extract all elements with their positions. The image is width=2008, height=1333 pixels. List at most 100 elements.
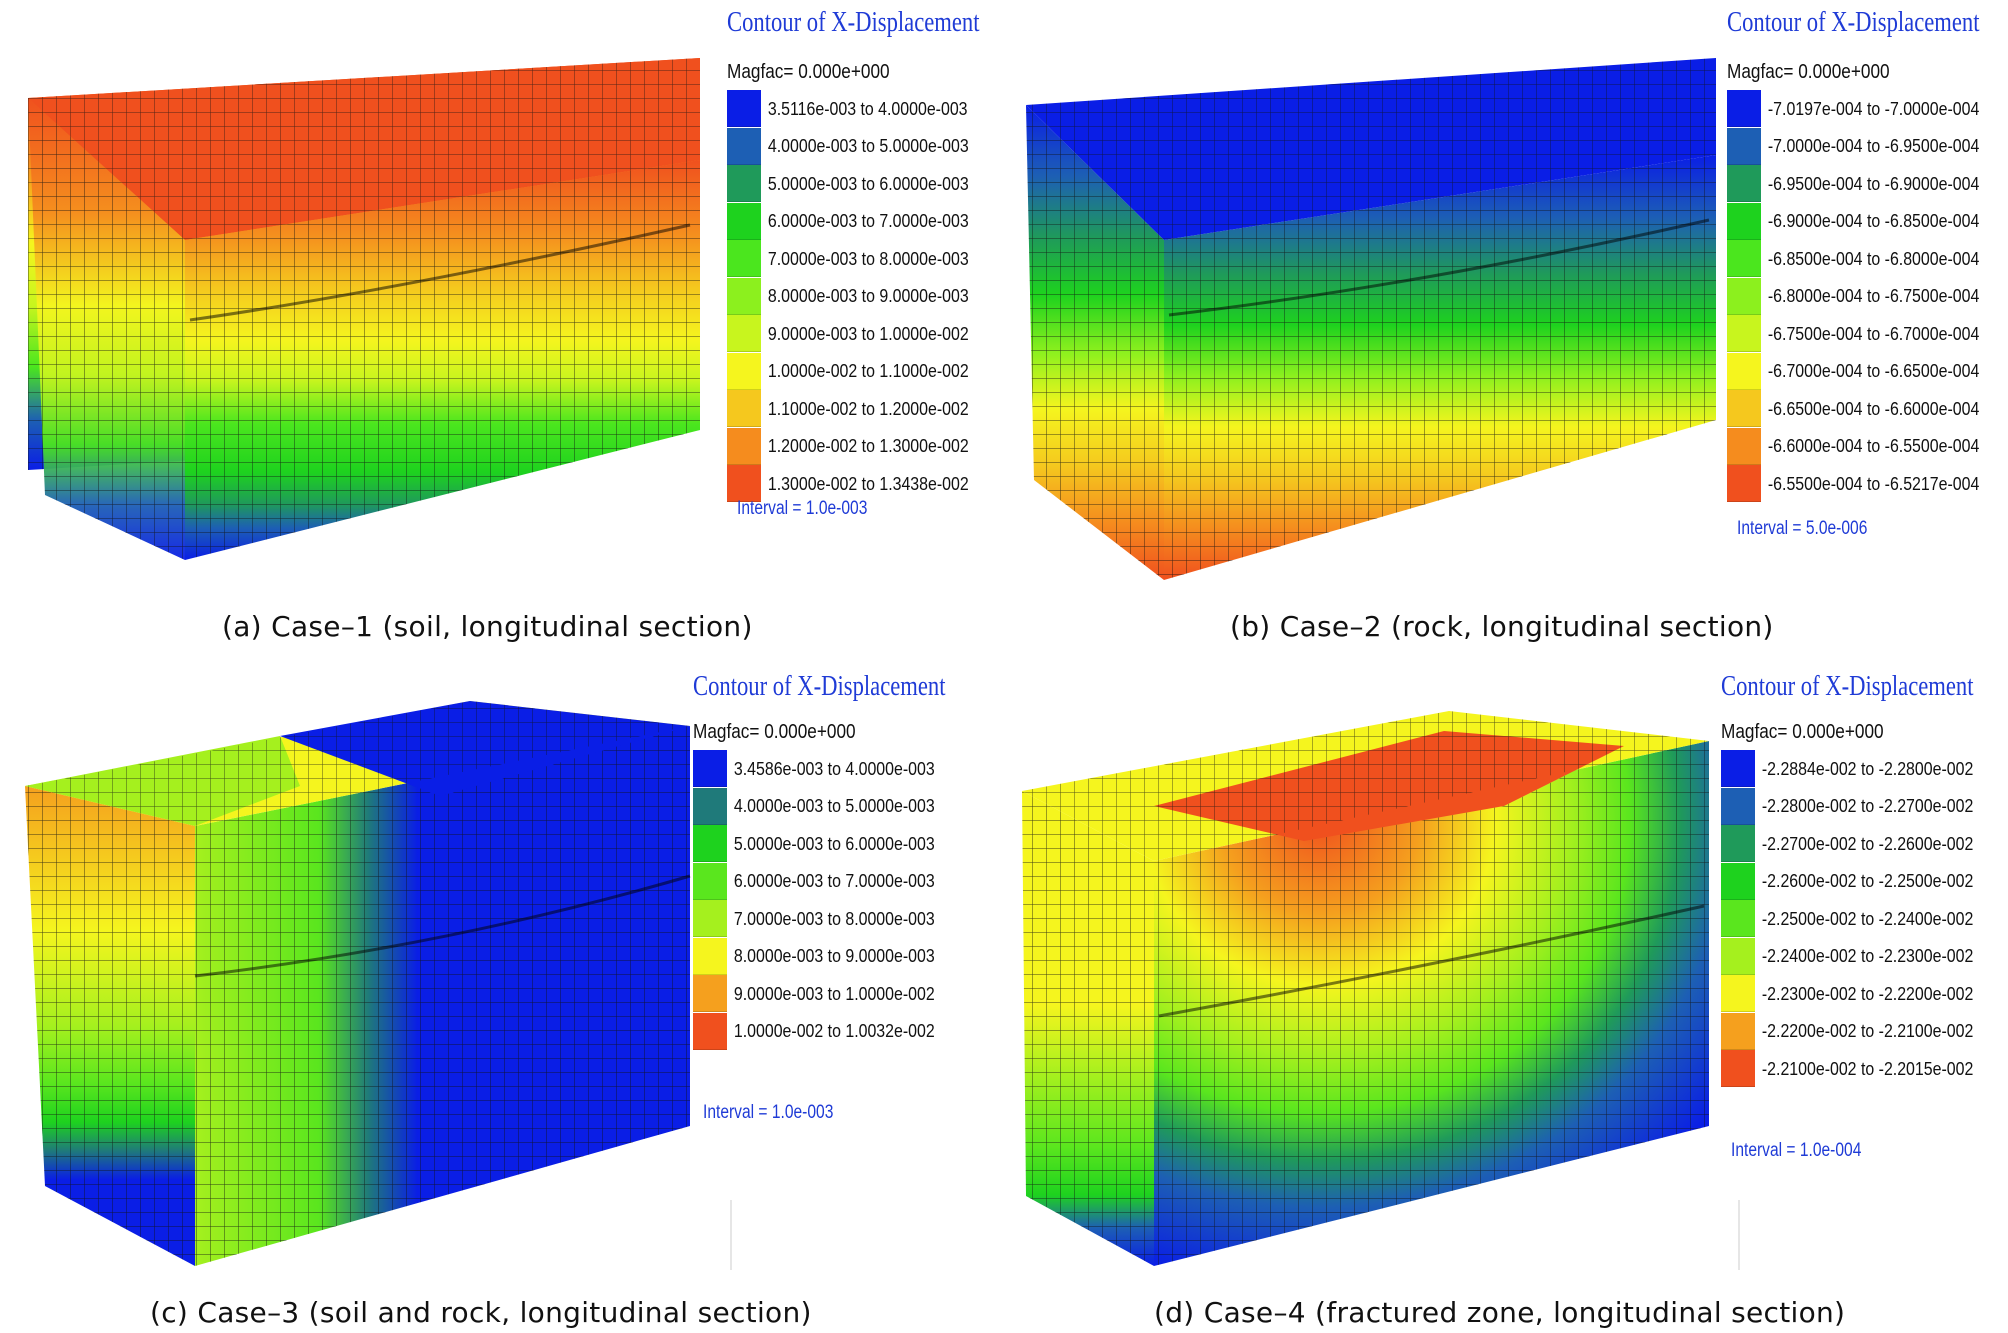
legend-swatch — [693, 1012, 727, 1050]
legend-range-label: 6.0000e-003 to 7.0000e-003 — [767, 210, 969, 231]
legend-swatch — [1721, 787, 1755, 825]
legend-range-label: -6.6000e-004 to -6.5500e-004 — [1767, 435, 1980, 456]
legend-range-label: -2.2200e-002 to -2.2100e-002 — [1761, 1020, 1974, 1041]
legend-row: 1.2000e-002 to 1.3000e-002 — [727, 427, 1003, 465]
legend-rows: 3.4586e-003 to 4.0000e-003 4.0000e-003 to… — [693, 750, 1017, 1080]
legend-magfac: Magfac= 0.000e+000 — [1727, 61, 1890, 83]
legend-range-label: -2.2400e-002 to -2.2300e-002 — [1761, 945, 1974, 966]
panel-case-1: Contour of X-Displacement Magfac= 0.000e… — [0, 0, 1004, 666]
legend-row: -2.2600e-002 to -2.2500e-002 — [1721, 862, 2008, 900]
legend-swatch — [727, 240, 761, 277]
model-case-1 — [28, 58, 700, 560]
legend-case-3: Contour of X-Displacement Magfac= 0.000e… — [693, 670, 1017, 1123]
legend-range-label: 1.0000e-002 to 1.1000e-002 — [767, 360, 969, 381]
legend-swatch — [1727, 240, 1761, 277]
panel-case-4: Contour of X-Displacement Magfac= 0.000e… — [1004, 666, 2008, 1332]
panel-case-2: Contour of X-Displacement Magfac= 0.000e… — [1004, 0, 2008, 666]
legend-title: Contour of X-Displacement — [727, 6, 980, 38]
legend-row: 3.4586e-003 to 4.0000e-003 — [693, 750, 969, 787]
legend-row: 3.5116e-003 to 4.0000e-003 — [727, 90, 1001, 127]
legend-swatch — [727, 465, 761, 502]
divider — [730, 1200, 732, 1270]
legend-row: 5.0000e-003 to 6.0000e-003 — [727, 165, 1003, 202]
legend-row: -6.6000e-004 to -6.5500e-004 — [1727, 427, 2008, 465]
legend-swatch — [693, 975, 727, 1012]
legend-range-label: -7.0197e-004 to -7.0000e-004 — [1767, 97, 1980, 119]
legend-row: -7.0000e-004 to -6.9500e-004 — [1727, 127, 2008, 165]
legend-swatch — [727, 352, 761, 390]
legend-row: 8.0000e-003 to 9.0000e-003 — [727, 277, 1003, 315]
legend-range-label: 7.0000e-003 to 8.0000e-003 — [767, 247, 969, 269]
legend-row: -6.9500e-004 to -6.9000e-004 — [1727, 165, 2008, 202]
legend-row: 5.0000e-003 to 6.0000e-003 — [693, 825, 969, 862]
legend-range-label: 5.0000e-003 to 6.0000e-003 — [733, 832, 935, 854]
legend-range-label: 8.0000e-003 to 9.0000e-003 — [767, 285, 969, 306]
legend-row: 4.0000e-003 to 5.0000e-003 — [727, 127, 1003, 165]
legend-swatch — [727, 390, 761, 427]
legend-range-label: 9.0000e-003 to 1.0000e-002 — [767, 322, 969, 344]
legend-range-label: 1.3000e-002 to 1.3438e-002 — [767, 472, 969, 494]
legend-magfac: Magfac= 0.000e+000 — [693, 721, 856, 743]
legend-range-label: -6.9500e-004 to -6.9000e-004 — [1767, 172, 1980, 194]
legend-title: Contour of X-Displacement — [693, 670, 946, 702]
legend-range-label: 3.4586e-003 to 4.0000e-003 — [733, 757, 935, 779]
legend-range-label: 1.2000e-002 to 1.3000e-002 — [767, 435, 969, 456]
panel-case-3: Contour of X-Displacement Magfac= 0.000e… — [0, 666, 1004, 1332]
legend-swatch — [693, 750, 727, 787]
legend-interval: Interval = 1.0e-003 — [737, 498, 868, 519]
legend-row: 1.0000e-002 to 1.0032e-002 — [693, 1012, 969, 1050]
legend-range-label: -2.2300e-002 to -2.2200e-002 — [1761, 982, 1974, 1004]
legend-range-label: 5.0000e-003 to 6.0000e-003 — [767, 172, 969, 194]
legend-interval: Interval = 1.0e-003 — [703, 1102, 834, 1123]
legend-magfac: Magfac= 0.000e+000 — [1721, 721, 1884, 743]
legend-row: -2.2884e-002 to -2.2800e-002 — [1721, 750, 2008, 787]
legend-swatch — [1727, 465, 1761, 502]
legend-swatch — [1727, 315, 1761, 352]
legend-swatch — [1727, 277, 1761, 315]
legend-range-label: 3.5116e-003 to 4.0000e-003 — [767, 97, 968, 119]
legend-swatch — [727, 165, 761, 202]
legend-swatch — [1727, 427, 1761, 465]
legend-row: -2.2800e-002 to -2.2700e-002 — [1721, 787, 2008, 825]
legend-row: 6.0000e-003 to 7.0000e-003 — [727, 202, 1003, 240]
legend-swatch — [693, 862, 727, 900]
legend-title: Contour of X-Displacement — [1721, 670, 1974, 702]
legend-swatch — [1721, 750, 1755, 787]
legend-case-1: Contour of X-Displacement Magfac= 0.000e… — [727, 6, 1051, 519]
legend-swatch — [1721, 900, 1755, 937]
legend-range-label: -2.2800e-002 to -2.2700e-002 — [1761, 795, 1974, 816]
legend-range-label: -6.8500e-004 to -6.8000e-004 — [1767, 247, 1980, 269]
legend-rows: -2.2884e-002 to -2.2800e-002 -2.2800e-002… — [1721, 750, 2008, 1120]
legend-swatch — [1727, 202, 1761, 240]
caption-case-1: (a) Case–1 (soil, longitudinal section) — [222, 610, 753, 643]
legend-swatch — [1721, 975, 1755, 1012]
legend-row: -2.2200e-002 to -2.2100e-002 — [1721, 1012, 2008, 1050]
legend-row: -6.7000e-004 to -6.6500e-004 — [1727, 352, 2008, 390]
legend-range-label: -6.8000e-004 to -6.7500e-004 — [1767, 285, 1980, 306]
legend-row: -2.2700e-002 to -2.2600e-002 — [1721, 825, 2008, 862]
legend-swatch — [1721, 825, 1755, 862]
legend-range-label: -2.2100e-002 to -2.2015e-002 — [1761, 1057, 1974, 1079]
legend-range-label: 1.1000e-002 to 1.2000e-002 — [767, 397, 969, 419]
legend-row: -6.8000e-004 to -6.7500e-004 — [1727, 277, 2008, 315]
legend-swatch — [1727, 165, 1761, 202]
legend-swatch — [1727, 352, 1761, 390]
legend-range-label: -7.0000e-004 to -6.9500e-004 — [1767, 135, 1980, 156]
legend-row: -6.5500e-004 to -6.5217e-004 — [1727, 465, 2008, 502]
legend-case-2: Contour of X-Displacement Magfac= 0.000e… — [1727, 6, 2008, 539]
model-case-2 — [1026, 58, 1716, 580]
legend-row: -2.2100e-002 to -2.2015e-002 — [1721, 1050, 2008, 1087]
legend-range-label: -6.7000e-004 to -6.6500e-004 — [1767, 360, 1980, 381]
legend-swatch — [1721, 1012, 1755, 1050]
legend-swatch — [693, 787, 727, 825]
legend-magfac: Magfac= 0.000e+000 — [727, 61, 890, 83]
legend-range-label: 6.0000e-003 to 7.0000e-003 — [733, 870, 935, 891]
legend-row: 8.0000e-003 to 9.0000e-003 — [693, 937, 969, 975]
caption-case-3: (c) Case–3 (soil and rock, longitudinal … — [150, 1296, 812, 1329]
legend-swatch — [1721, 862, 1755, 900]
legend-rows: -7.0197e-004 to -7.0000e-004 -7.0000e-004… — [1727, 90, 2008, 502]
legend-swatch — [693, 937, 727, 975]
legend-row: 9.0000e-003 to 1.0000e-002 — [693, 975, 969, 1012]
legend-swatch — [1721, 937, 1755, 975]
legend-range-label: -6.6500e-004 to -6.6000e-004 — [1767, 397, 1980, 419]
